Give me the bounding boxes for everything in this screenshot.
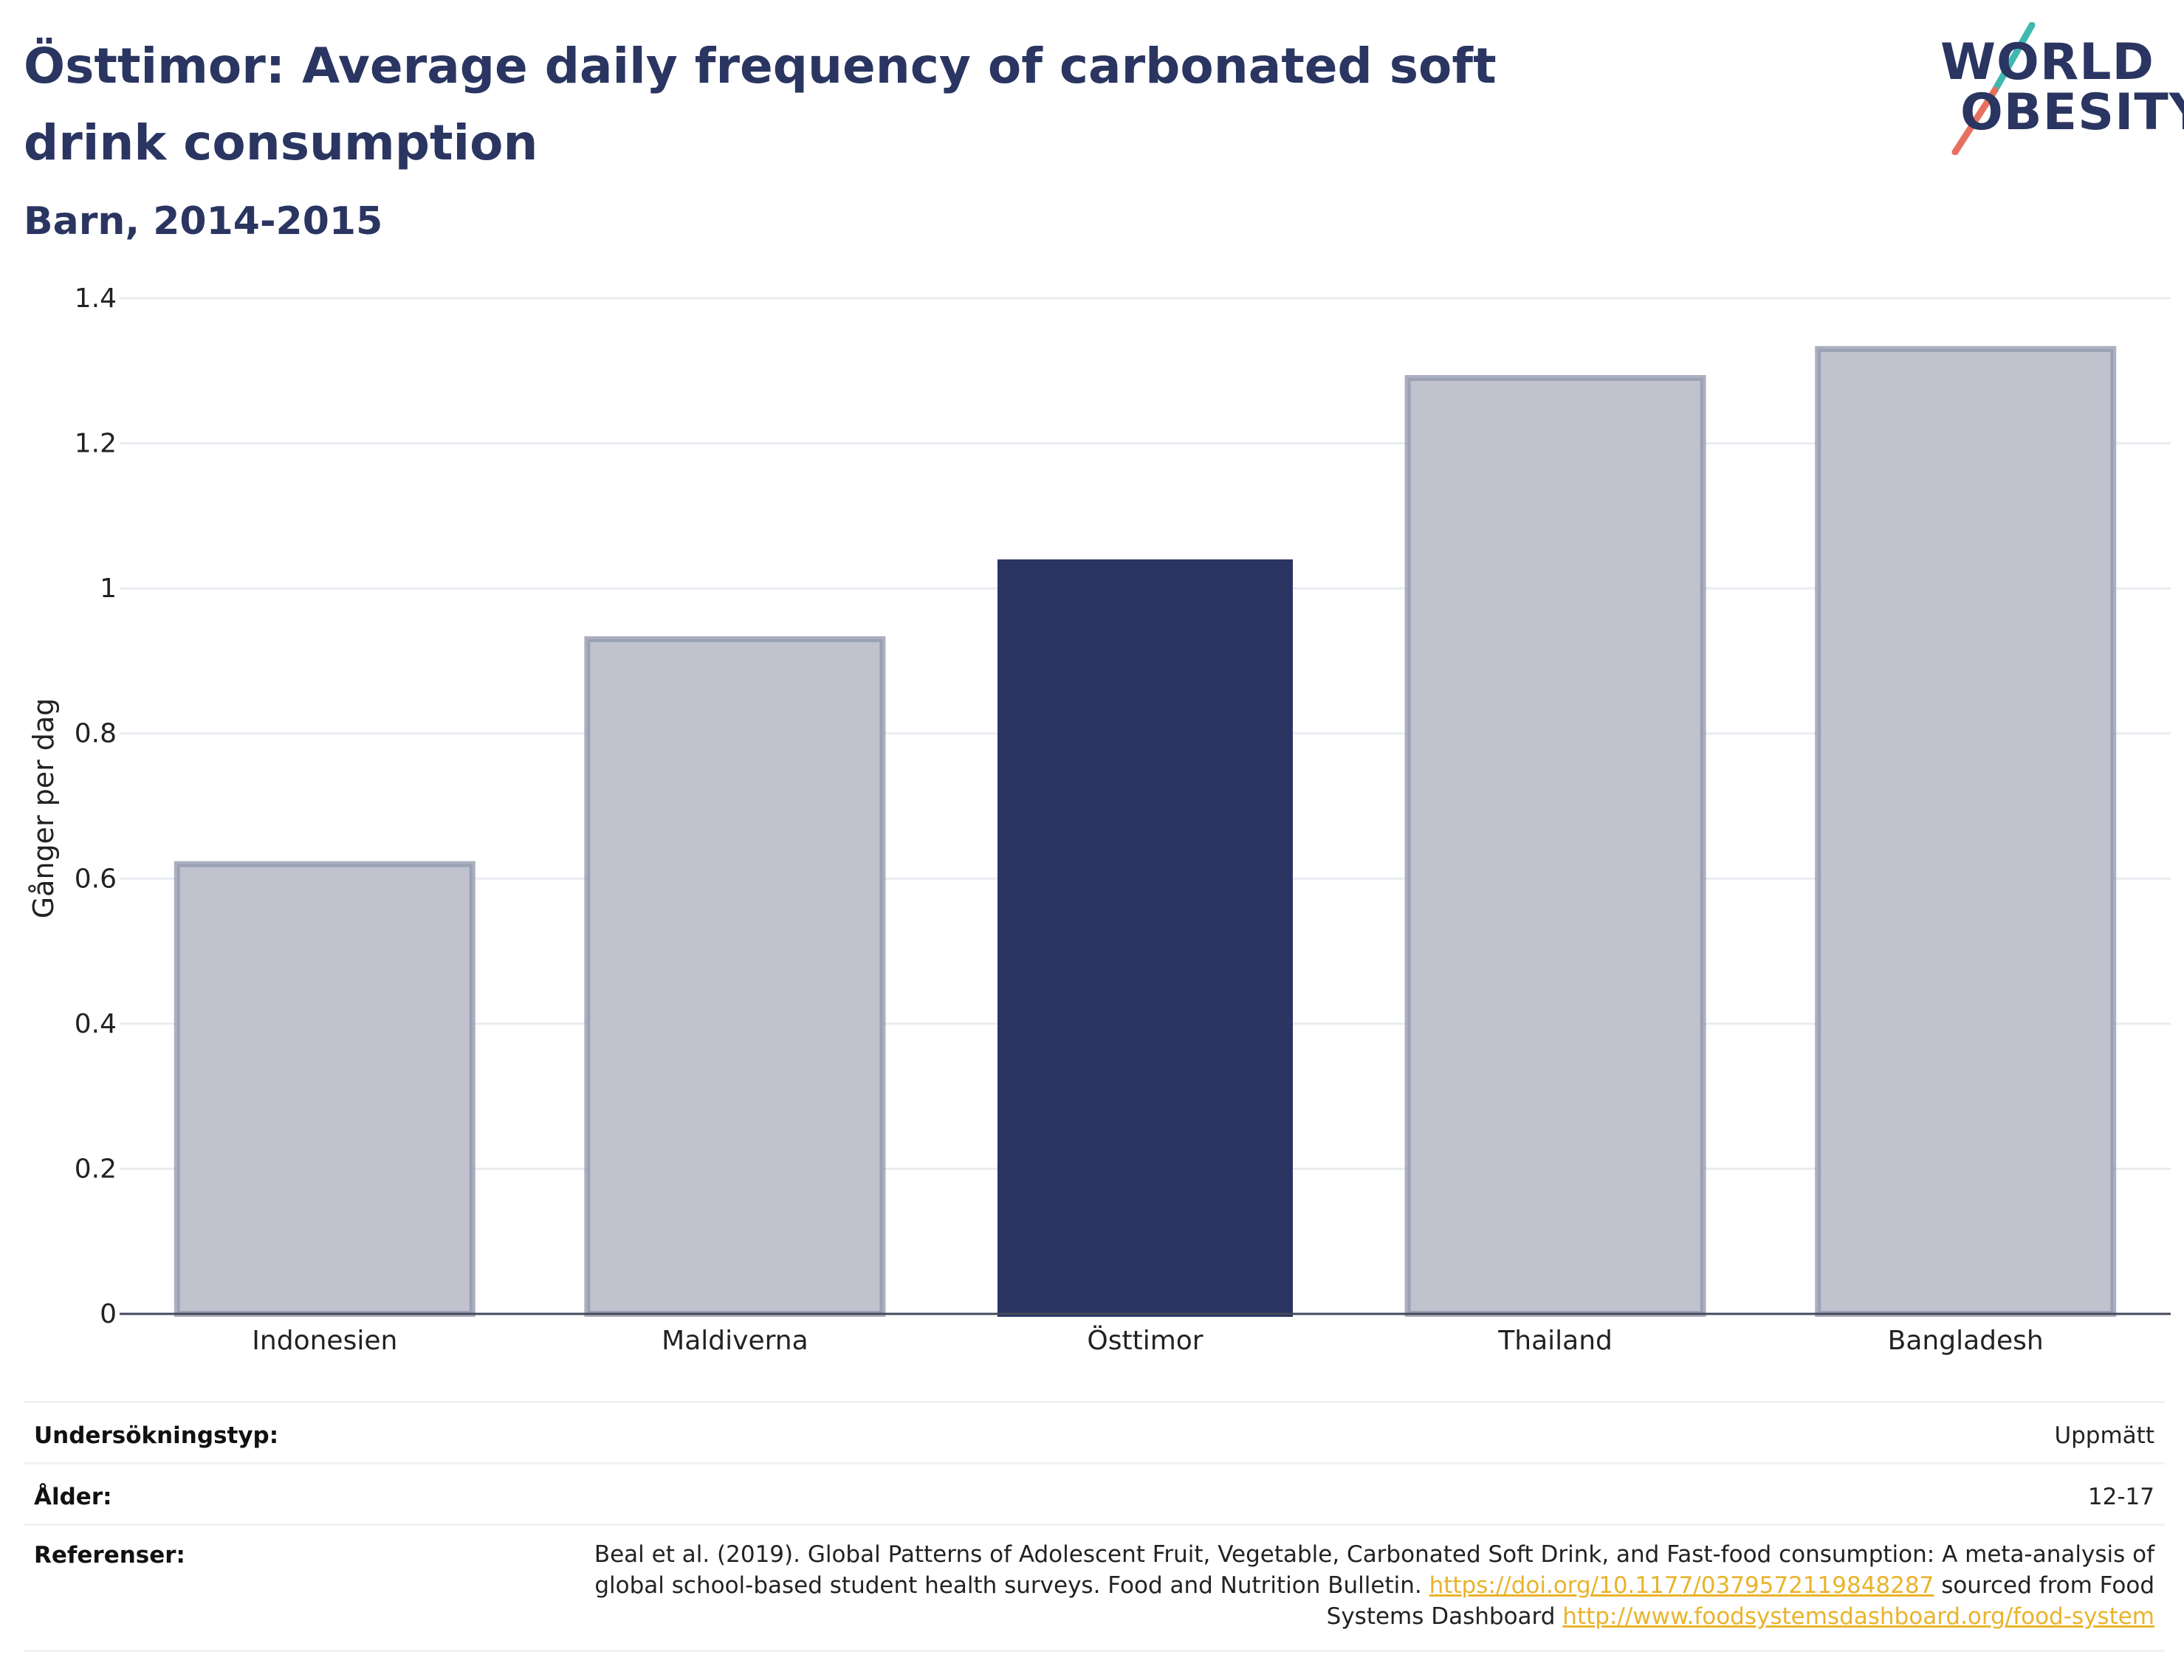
bar-bangladesh[interactable]	[1815, 345, 2117, 1317]
bar-chart: 0 0.2 0.4 0.6 0.8 1 1.2 1.4 Indonesien Maldivern…	[27, 283, 2171, 1356]
bar-indonesien[interactable]	[174, 861, 475, 1317]
meta-row-references: Referenser: Beal et al. (2019). Global P…	[24, 1526, 2165, 1652]
x-axis-ticks: Indonesien Maldiverna Östtimor Thailand Bang…	[252, 1325, 2043, 1356]
x-tick-label: Thailand	[1497, 1326, 1613, 1356]
age-label: Ålder:	[34, 1484, 112, 1510]
page-title: Östtimor: Average daily frequency of car…	[24, 38, 1497, 171]
x-tick-label: Indonesien	[252, 1326, 397, 1356]
meta-row-survey: Undersökningstyp: Uppmätt	[24, 1403, 2165, 1464]
metadata-table: Undersökningstyp: Uppmätt Ålder: 12-17 R…	[24, 1401, 2165, 1652]
dashboard-link[interactable]: http://www.foodsystemsdashboard.org/food…	[1562, 1603, 2154, 1630]
bar-thailand[interactable]	[1404, 375, 1706, 1318]
doi-link[interactable]: https://doi.org/10.1177/0379572119848287	[1429, 1572, 1934, 1599]
y-axis-ticks: 0 0.2 0.4 0.6 0.8 1 1.2 1.4	[75, 283, 117, 1329]
logo-slash-icon	[1951, 22, 2036, 155]
survey-type-label: Undersökningstyp:	[34, 1422, 279, 1449]
y-tick-label: 0.6	[75, 864, 117, 894]
survey-type-value: Uppmätt	[2054, 1422, 2154, 1449]
bar-östtimor[interactable]	[997, 559, 1294, 1317]
x-tick-label: Maldiverna	[662, 1326, 808, 1356]
references-label: Referenser:	[34, 1542, 185, 1569]
logo-text-world: WORLD	[1940, 33, 2154, 92]
page-subtitle: Barn, 2014-2015	[24, 199, 383, 244]
y-tick-label: 0.8	[75, 719, 117, 749]
y-tick-label: 1.4	[75, 283, 117, 314]
y-tick-label: 0.4	[75, 1009, 117, 1039]
x-tick-label: Bangladesh	[1888, 1326, 2044, 1356]
y-tick-label: 1.2	[75, 429, 117, 459]
bars	[174, 345, 2117, 1318]
x-tick-label: Östtimor	[1087, 1325, 1203, 1356]
meta-row-age: Ålder: 12-17	[24, 1464, 2165, 1526]
y-axis-label: Gånger per dag	[27, 698, 60, 919]
age-value: 12-17	[2087, 1484, 2154, 1510]
y-tick-label: 0	[100, 1299, 117, 1329]
bar-maldiverna[interactable]	[584, 636, 886, 1317]
reference-source-text: sourced from Food Systems Dashboard	[1326, 1572, 2154, 1630]
y-tick-label: 1	[100, 574, 117, 604]
references-value: Beal et al. (2019). Global Patterns of A…	[567, 1539, 2154, 1632]
reference-text: Beal et al. (2019). Global Patterns of A…	[594, 1541, 2154, 1599]
logo-text-obesity: OBESITY	[1960, 83, 2184, 142]
y-tick-label: 0.2	[75, 1154, 117, 1184]
